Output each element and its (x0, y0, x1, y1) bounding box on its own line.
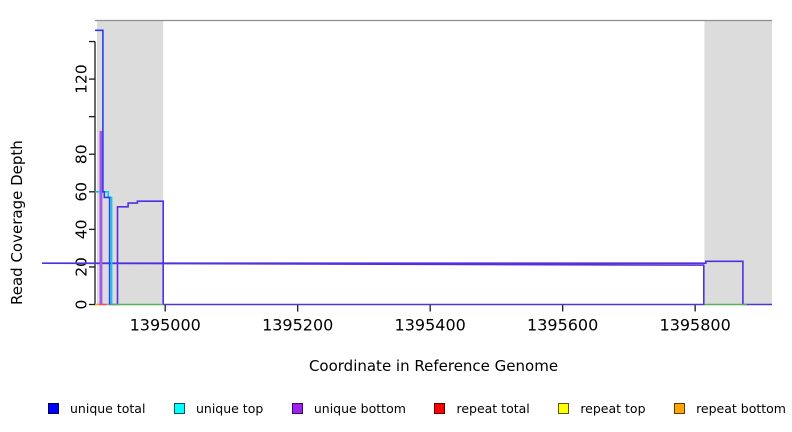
shaded-region-right (704, 20, 772, 305)
y-tick-label: 80 (73, 144, 91, 164)
y-tick-label: 40 (73, 220, 91, 240)
coverage-chart: 0 20 40 60 80 120 1395000 1395200 1395400 1395600… (41, 19, 772, 335)
x-tick-label: 1395800 (660, 316, 731, 335)
legend-swatch-unique-top (173, 402, 185, 414)
legend-item-repeat-top: repeat top (558, 400, 646, 416)
legend-label-unique-total: unique total (70, 400, 146, 416)
x-tick-label: 1395000 (130, 316, 201, 335)
legend-swatch-repeat-total (434, 402, 446, 414)
legend-label-unique-bottom: unique bottom (313, 400, 406, 416)
legend-item-repeat-bottom: repeat bottom (674, 401, 786, 416)
legend-swatch-unique-total (48, 402, 59, 414)
legend-label-repeat-bottom: repeat bottom (696, 400, 786, 416)
x-tick-label: 1395200 (262, 316, 333, 335)
y-tick-label: 120 (73, 64, 91, 94)
legend-item-repeat-total: repeat total (434, 400, 530, 416)
x-axis-label: Coordinate in Reference Genome (308, 357, 559, 375)
legend-swatch-repeat-bottom (674, 402, 686, 414)
series-unique-total-coverage (95, 29, 111, 305)
legend-swatch-repeat-top (558, 402, 570, 414)
legend-swatch-unique-bottom (291, 402, 303, 414)
y-tick-label: 0 (73, 300, 91, 310)
legend-label-unique-top: unique top (195, 400, 264, 416)
shaded-region-left (96, 20, 164, 305)
legend-item-unique-top: unique top (173, 400, 264, 416)
series-unique-combined-coverage (41, 200, 772, 306)
legend-label-repeat-top: repeat top (580, 400, 646, 416)
chart-legend: unique total unique top unique bottom repea… (48, 397, 786, 419)
y-tick-label: 60 (73, 182, 91, 202)
y-axis-label: Read Coverage Depth (8, 140, 26, 305)
y-tick-label: 20 (73, 257, 91, 277)
legend-item-unique-bottom: unique bottom (291, 400, 406, 416)
legend-item-unique-total: unique total (48, 401, 145, 416)
x-tick-label: 1395400 (395, 316, 466, 335)
series-unique-bottom-spike (99, 130, 103, 305)
legend-label-repeat-total: repeat total (456, 400, 530, 416)
x-tick-label: 1395600 (527, 316, 598, 335)
